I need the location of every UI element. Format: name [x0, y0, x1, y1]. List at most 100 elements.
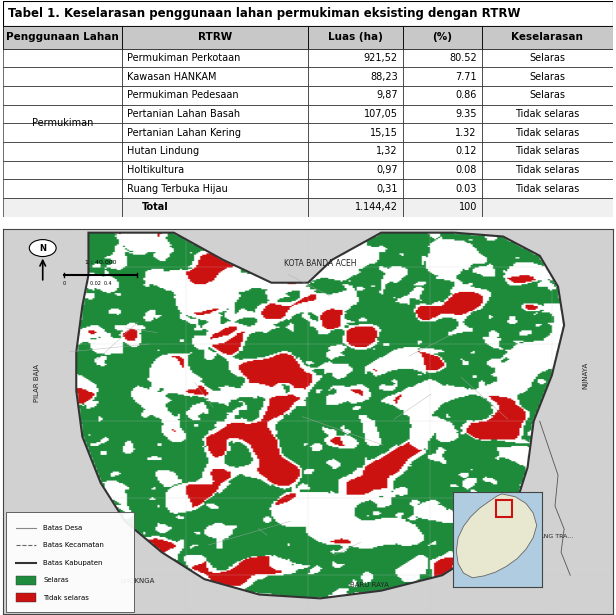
Text: N: N — [39, 244, 46, 253]
Text: Ruang Terbuka Hijau: Ruang Terbuka Hijau — [127, 184, 228, 194]
Text: Selaras: Selaras — [529, 53, 565, 63]
Text: Pertanian Lahan Kering: Pertanian Lahan Kering — [127, 128, 241, 138]
FancyBboxPatch shape — [3, 1, 613, 26]
Text: KOTA BANDA ACEH: KOTA BANDA ACEH — [284, 259, 357, 268]
FancyBboxPatch shape — [3, 26, 122, 49]
FancyBboxPatch shape — [402, 26, 482, 49]
Text: Tidak selaras: Tidak selaras — [43, 595, 89, 601]
FancyBboxPatch shape — [308, 105, 402, 124]
Text: Luas (ha): Luas (ha) — [328, 33, 383, 42]
FancyBboxPatch shape — [402, 180, 482, 198]
FancyBboxPatch shape — [308, 67, 402, 86]
FancyBboxPatch shape — [3, 49, 122, 67]
FancyBboxPatch shape — [482, 26, 613, 49]
Text: Tidak selaras: Tidak selaras — [515, 165, 580, 175]
FancyBboxPatch shape — [482, 180, 613, 198]
FancyBboxPatch shape — [402, 161, 482, 180]
Text: 7.71: 7.71 — [455, 72, 477, 82]
FancyBboxPatch shape — [308, 198, 402, 217]
FancyBboxPatch shape — [482, 86, 613, 105]
FancyBboxPatch shape — [122, 26, 308, 49]
Text: Pertanian Lahan Basah: Pertanian Lahan Basah — [127, 109, 240, 119]
Text: Selaras: Selaras — [529, 72, 565, 82]
Text: 100: 100 — [458, 202, 477, 212]
Text: 1,32: 1,32 — [376, 146, 398, 156]
FancyBboxPatch shape — [482, 198, 613, 217]
FancyBboxPatch shape — [6, 512, 134, 612]
FancyBboxPatch shape — [122, 180, 308, 198]
Text: 0: 0 — [62, 281, 66, 286]
Text: 80.52: 80.52 — [449, 53, 477, 63]
FancyBboxPatch shape — [122, 67, 308, 86]
FancyBboxPatch shape — [3, 180, 122, 198]
FancyBboxPatch shape — [402, 142, 482, 161]
FancyBboxPatch shape — [3, 161, 122, 180]
Text: Tidak selaras: Tidak selaras — [515, 128, 580, 138]
Bar — [496, 499, 512, 517]
FancyBboxPatch shape — [308, 180, 402, 198]
Text: (%): (%) — [432, 33, 452, 42]
Bar — [17, 576, 36, 585]
FancyBboxPatch shape — [402, 86, 482, 105]
FancyBboxPatch shape — [3, 86, 122, 105]
FancyBboxPatch shape — [308, 161, 402, 180]
FancyBboxPatch shape — [308, 124, 402, 142]
Text: Kawasan HANKAM: Kawasan HANKAM — [127, 72, 216, 82]
FancyBboxPatch shape — [308, 142, 402, 161]
FancyBboxPatch shape — [122, 161, 308, 180]
Text: 9,87: 9,87 — [376, 90, 398, 100]
Text: Permukiman: Permukiman — [32, 119, 93, 129]
Text: 921,52: 921,52 — [363, 53, 398, 63]
Text: 1.32: 1.32 — [455, 128, 477, 138]
Text: 0.86: 0.86 — [456, 90, 477, 100]
Bar — [17, 593, 36, 602]
Text: 1.144,42: 1.144,42 — [355, 202, 398, 212]
Text: Permukiman Pedesaan: Permukiman Pedesaan — [127, 90, 238, 100]
Text: Penggunaan Lahan: Penggunaan Lahan — [6, 33, 119, 42]
Text: Selaras: Selaras — [529, 90, 565, 100]
Text: 88,23: 88,23 — [370, 72, 398, 82]
FancyBboxPatch shape — [482, 124, 613, 142]
FancyBboxPatch shape — [3, 105, 122, 124]
Text: 0.02  0.4: 0.02 0.4 — [90, 281, 111, 286]
Text: 0,97: 0,97 — [376, 165, 398, 175]
FancyBboxPatch shape — [482, 49, 613, 67]
FancyBboxPatch shape — [122, 49, 308, 67]
Text: Batas Kabupaten: Batas Kabupaten — [43, 560, 103, 566]
Text: Permukiman Perkotaan: Permukiman Perkotaan — [127, 53, 240, 63]
FancyBboxPatch shape — [402, 67, 482, 86]
Text: Batas Kecamatan: Batas Kecamatan — [43, 542, 104, 548]
FancyBboxPatch shape — [122, 105, 308, 124]
FancyBboxPatch shape — [482, 67, 613, 86]
FancyBboxPatch shape — [3, 67, 122, 86]
Text: RTRW: RTRW — [198, 33, 232, 42]
FancyBboxPatch shape — [482, 161, 613, 180]
Text: 9.35: 9.35 — [455, 109, 477, 119]
FancyBboxPatch shape — [402, 49, 482, 67]
FancyBboxPatch shape — [482, 105, 613, 124]
FancyBboxPatch shape — [402, 105, 482, 124]
FancyBboxPatch shape — [122, 198, 308, 217]
Text: Tidak selaras: Tidak selaras — [515, 109, 580, 119]
FancyBboxPatch shape — [482, 142, 613, 161]
Text: Selaras: Selaras — [43, 577, 69, 583]
Text: Hutan Lindung: Hutan Lindung — [127, 146, 199, 156]
FancyBboxPatch shape — [308, 49, 402, 67]
Text: Keselarasan: Keselarasan — [511, 33, 583, 42]
Text: LHOKNGA: LHOKNGA — [120, 578, 155, 584]
FancyBboxPatch shape — [3, 142, 122, 161]
FancyBboxPatch shape — [402, 124, 482, 142]
Text: 15,15: 15,15 — [370, 128, 398, 138]
Text: 1 : 40.000: 1 : 40.000 — [85, 260, 116, 266]
FancyBboxPatch shape — [308, 86, 402, 105]
Polygon shape — [456, 494, 537, 578]
Text: Tidak selaras: Tidak selaras — [515, 184, 580, 194]
Text: 0.12: 0.12 — [455, 146, 477, 156]
Text: 0.03: 0.03 — [456, 184, 477, 194]
FancyBboxPatch shape — [122, 124, 308, 142]
FancyBboxPatch shape — [3, 198, 122, 217]
Text: Holtikultura: Holtikultura — [127, 165, 184, 175]
Text: Tidak selaras: Tidak selaras — [515, 146, 580, 156]
Text: PILAR BAJA: PILAR BAJA — [34, 364, 39, 402]
Text: BARU RAYA: BARU RAYA — [349, 582, 389, 588]
